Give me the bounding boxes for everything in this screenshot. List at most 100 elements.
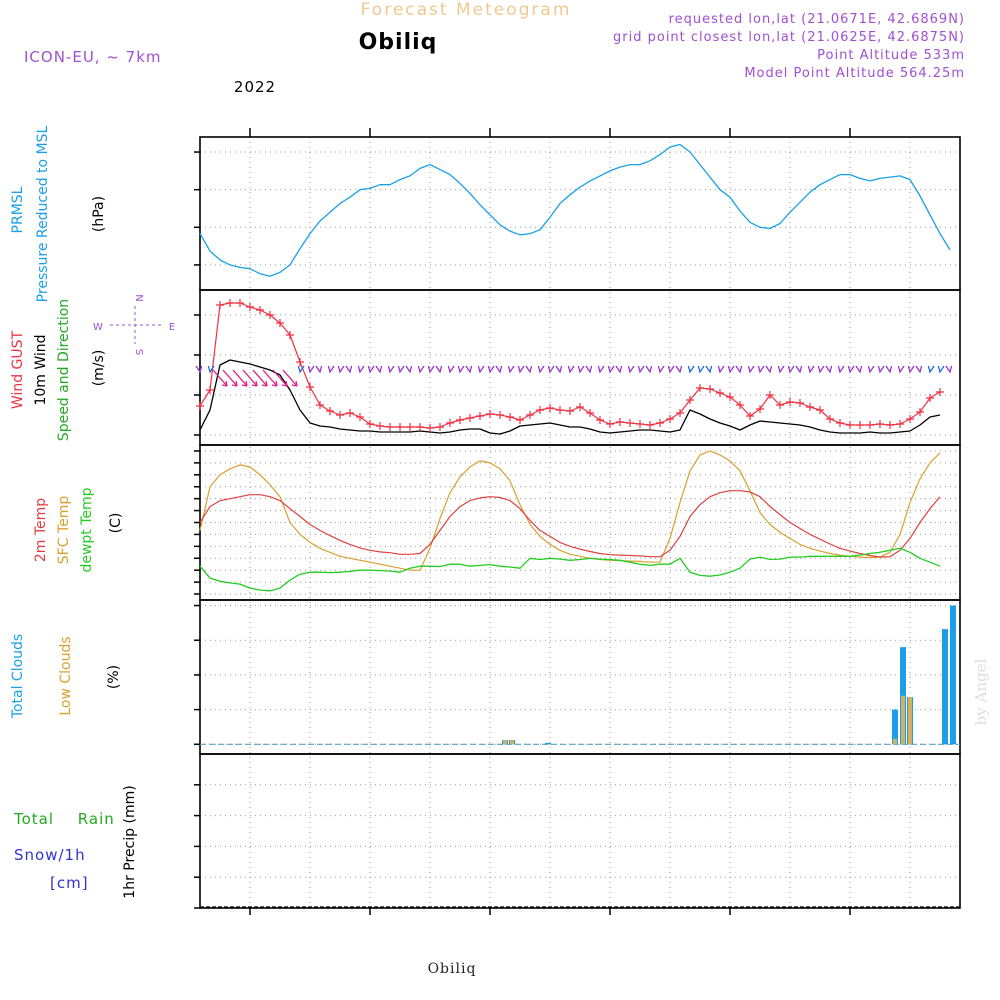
wind-arrow-23 — [427, 365, 435, 374]
gust-point-64 — [836, 419, 844, 427]
wind-direction-label: Speed and Direction — [56, 299, 72, 441]
gust-point-10 — [296, 358, 304, 366]
gust-point-24 — [436, 423, 444, 431]
wind-arrow-37 — [567, 365, 575, 374]
gust-point-47 — [666, 415, 674, 423]
gust-point-72 — [916, 408, 924, 416]
wind-arrow-50 — [697, 365, 705, 374]
grid-point-coords: grid point closest lon,lat (21.0625E, 42… — [613, 30, 965, 45]
gust-point-73 — [926, 394, 934, 402]
gust-point-14 — [336, 411, 344, 419]
gust-point-69 — [886, 421, 894, 429]
wind-arrow-7 — [262, 369, 278, 387]
wind-arrow-25 — [447, 365, 455, 374]
wind-arrow-41 — [607, 365, 615, 374]
pressure-series — [199, 143, 951, 277]
wind-arrow-5 — [242, 369, 258, 387]
watermark: by Angel — [972, 658, 990, 725]
wind-arrow-61 — [807, 365, 815, 374]
gust-point-13 — [326, 407, 334, 415]
wind-panel-labels: Wind GUST 10m Wind Speed and Direction (… — [10, 299, 107, 441]
gust-point-31 — [506, 413, 514, 421]
wind-arrow-35 — [547, 365, 555, 374]
compass-e: E — [169, 322, 175, 333]
wind-arrow-65 — [847, 365, 855, 374]
cloud-low-bar-3 — [893, 738, 897, 745]
wind-arrow-24 — [435, 365, 443, 374]
gust-point-66 — [856, 421, 864, 429]
wind-arrow-60 — [795, 365, 803, 374]
cloud-low-bar-5 — [908, 697, 912, 745]
gust-point-28 — [476, 412, 484, 420]
gust-point-48 — [676, 409, 684, 417]
wind-arrow-47 — [667, 365, 675, 374]
gust-point-4 — [236, 299, 244, 307]
gust-point-9 — [286, 331, 294, 339]
wind-arrow-29 — [487, 365, 495, 374]
gust-point-58 — [776, 401, 784, 409]
dewpt-temp-line — [199, 547, 941, 592]
gust-point-29 — [486, 410, 494, 418]
footer-location: Obiliq — [428, 961, 477, 977]
sfc-temp-line — [199, 450, 941, 571]
wind-arrow-12 — [315, 365, 323, 374]
gust-point-52 — [716, 389, 724, 397]
gust-point-36 — [556, 406, 564, 414]
pressure-msl-label: Pressure Reduced to MSL — [35, 125, 51, 302]
gust-point-59 — [786, 398, 794, 406]
wind-arrow-6 — [252, 369, 268, 387]
gust-point-63 — [826, 415, 834, 423]
gust-point-37 — [566, 407, 574, 415]
wind-arrow-33 — [525, 365, 533, 374]
gust-point-7 — [266, 311, 274, 319]
wind-gust-label: Wind GUST — [10, 330, 26, 409]
wind-arrow-59 — [787, 365, 795, 374]
wind-arrow-8 — [272, 369, 288, 387]
temp-sfc-label: SFC Temp — [56, 496, 72, 565]
wind-arrow-55 — [747, 365, 755, 374]
panel-pressure — [194, 136, 961, 291]
gust-point-23 — [426, 424, 434, 432]
gust-point-54 — [736, 401, 744, 409]
top-time-axis — [249, 128, 851, 137]
cloud-low-bar-4 — [901, 695, 905, 745]
gust-point-42 — [616, 418, 624, 426]
temp-unit-label: (C) — [108, 513, 124, 534]
pressure-unit-label: (hPa) — [91, 196, 107, 232]
gust-point-27 — [466, 414, 474, 422]
gust-point-19 — [386, 423, 394, 431]
wind-arrow-11 — [307, 365, 315, 374]
wind-arrow-63 — [825, 365, 833, 374]
wind-arrow-45 — [645, 365, 653, 374]
gust-point-43 — [626, 419, 634, 427]
precip-unit-label: 1hr Precip (mm) — [122, 785, 138, 898]
gust-point-55 — [746, 412, 754, 420]
cloud-total-bar-3 — [892, 709, 898, 745]
wind-arrow-26 — [457, 365, 465, 374]
wind-arrow-15 — [345, 365, 353, 374]
wind-arrow-0 — [195, 365, 203, 374]
wind-arrow-39 — [585, 365, 593, 374]
clouds-frame — [199, 599, 961, 755]
wind-arrow-54 — [735, 365, 743, 374]
wind-arrow-40 — [597, 365, 605, 374]
compass-rose: N W E S — [93, 294, 175, 355]
wind-arrow-57 — [765, 365, 773, 374]
wind-arrow-4 — [232, 369, 248, 387]
wind-arrow-75 — [945, 365, 953, 374]
gust-point-71 — [906, 415, 914, 423]
gust-point-6 — [256, 306, 264, 314]
wind-arrow-52 — [717, 365, 725, 374]
wind-arrow-38 — [577, 365, 585, 374]
wind-arrow-1 — [207, 365, 215, 374]
wind-arrow-42 — [615, 365, 623, 374]
gust-point-60 — [796, 399, 804, 407]
wind-arrow-66 — [855, 365, 863, 374]
gust-point-40 — [596, 416, 604, 424]
wind-series — [195, 299, 953, 435]
gust-point-1 — [206, 386, 214, 394]
wind-arrow-62 — [817, 365, 825, 374]
total-rain-label: Total Rain — [13, 810, 115, 828]
panel-temperature — [194, 444, 961, 601]
